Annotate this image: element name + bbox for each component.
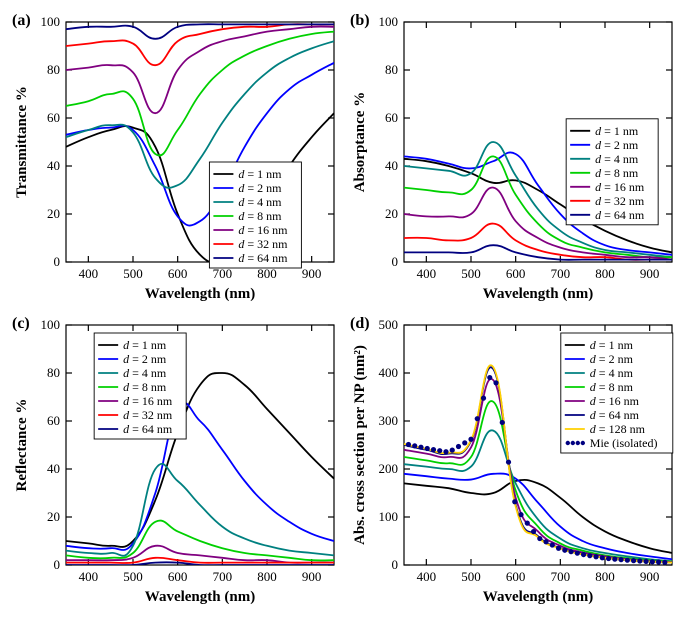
svg-text:700: 700 <box>551 266 571 281</box>
figure-grid: (a) 400500600700800900020406080100Wavele… <box>8 8 677 610</box>
svg-text:20: 20 <box>385 206 398 221</box>
panel-b-svg: 400 500 600 700 800 900 0 20 40 60 80 100 Wavelength… <box>346 8 680 306</box>
svg-text:500: 500 <box>123 266 143 281</box>
svg-text:d = 32 nm: d = 32 nm <box>238 237 288 251</box>
svg-text:80: 80 <box>47 365 60 380</box>
svg-text:d = 8 nm: d = 8 nm <box>123 380 167 394</box>
svg-text:400: 400 <box>417 569 437 584</box>
svg-text:d = 2 nm: d = 2 nm <box>238 181 282 195</box>
svg-text:d = 16 nm: d = 16 nm <box>238 223 288 237</box>
svg-text:40: 40 <box>47 158 60 173</box>
svg-text:0: 0 <box>392 254 399 269</box>
svg-text:d = 8 nm: d = 8 nm <box>238 209 282 223</box>
svg-text:d = 16 nm: d = 16 nm <box>123 394 173 408</box>
svg-text:0: 0 <box>392 557 399 572</box>
svg-text:d = 2 nm: d = 2 nm <box>590 352 634 366</box>
panel-c-label: (c) <box>12 315 30 333</box>
svg-text:800: 800 <box>257 569 277 584</box>
svg-text:900: 900 <box>640 569 660 584</box>
svg-text:600: 600 <box>506 266 526 281</box>
svg-text:500: 500 <box>123 569 143 584</box>
svg-text:20: 20 <box>47 509 60 524</box>
panel-b-label: (b) <box>350 12 370 30</box>
svg-text:40: 40 <box>47 461 60 476</box>
panel-a-svg: 400500600700800900020406080100Wavelength… <box>8 8 342 306</box>
svg-text:60: 60 <box>385 110 398 125</box>
svg-text:Absorptance %: Absorptance % <box>352 92 368 192</box>
svg-text:400: 400 <box>417 266 437 281</box>
svg-text:d = 64 nm: d = 64 nm <box>123 422 173 436</box>
svg-text:d = 8 nm: d = 8 nm <box>595 166 639 180</box>
svg-text:Mie (isolated): Mie (isolated) <box>590 436 658 450</box>
svg-text:20: 20 <box>47 206 60 221</box>
svg-text:900: 900 <box>302 569 322 584</box>
svg-text:400: 400 <box>79 569 99 584</box>
svg-text:100: 100 <box>379 14 399 29</box>
svg-text:800: 800 <box>595 266 615 281</box>
svg-text:100: 100 <box>379 509 399 524</box>
svg-text:400: 400 <box>379 365 399 380</box>
svg-text:d = 64 nm: d = 64 nm <box>595 208 645 222</box>
svg-text:Abs. cross section per NP (nm²: Abs. cross section per NP (nm²) <box>352 345 368 545</box>
svg-text:d = 32 nm: d = 32 nm <box>595 194 645 208</box>
panel-a: (a) 400500600700800900020406080100Wavele… <box>8 8 342 307</box>
svg-text:900: 900 <box>640 266 660 281</box>
svg-text:500: 500 <box>461 266 481 281</box>
svg-text:Wavelength (nm): Wavelength (nm) <box>145 589 255 605</box>
svg-text:600: 600 <box>168 266 188 281</box>
svg-text:0: 0 <box>54 557 61 572</box>
panel-d-label: (d) <box>350 315 370 333</box>
svg-text:d = 4 nm: d = 4 nm <box>595 152 639 166</box>
panel-d: (d) 4005006007008009000100200300400500Wa… <box>346 311 680 610</box>
svg-text:80: 80 <box>385 62 398 77</box>
svg-text:d = 4 nm: d = 4 nm <box>590 366 634 380</box>
svg-text:800: 800 <box>595 569 615 584</box>
panel-c-svg: 400 500 600 700 800 900 0 20 40 60 80 100 Wavelength… <box>8 311 342 609</box>
panel-c: (c) 400 500 600 700 800 900 0 20 40 60 80 100 Wavele… <box>8 311 342 610</box>
svg-text:Transmittance %: Transmittance % <box>14 86 30 198</box>
panel-b: (b) 400 500 600 700 800 900 0 20 40 60 80 100 Wavele… <box>346 8 680 307</box>
svg-text:500: 500 <box>379 317 399 332</box>
svg-text:d = 32 nm: d = 32 nm <box>123 408 173 422</box>
svg-text:d = 64 nm: d = 64 nm <box>590 408 640 422</box>
svg-text:Wavelength (nm): Wavelength (nm) <box>145 286 255 302</box>
svg-text:200: 200 <box>379 461 399 476</box>
svg-text:d = 16 nm: d = 16 nm <box>595 180 645 194</box>
svg-text:40: 40 <box>385 158 398 173</box>
svg-text:60: 60 <box>47 110 60 125</box>
svg-text:300: 300 <box>379 413 399 428</box>
svg-text:d = 16 nm: d = 16 nm <box>590 394 640 408</box>
svg-text:500: 500 <box>461 569 481 584</box>
svg-text:d = 128 nm: d = 128 nm <box>590 422 646 436</box>
svg-text:d = 64 nm: d = 64 nm <box>238 251 288 265</box>
panel-d-svg: 4005006007008009000100200300400500Wavele… <box>346 311 680 609</box>
svg-text:Wavelength (nm): Wavelength (nm) <box>483 589 593 605</box>
svg-text:100: 100 <box>41 14 61 29</box>
svg-text:0: 0 <box>54 254 61 269</box>
svg-text:100: 100 <box>41 317 61 332</box>
svg-text:d = 8 nm: d = 8 nm <box>590 380 634 394</box>
svg-text:d = 1 nm: d = 1 nm <box>595 124 639 138</box>
svg-text:d = 4 nm: d = 4 nm <box>238 195 282 209</box>
svg-text:d = 4 nm: d = 4 nm <box>123 366 167 380</box>
svg-text:400: 400 <box>79 266 99 281</box>
svg-text:900: 900 <box>302 266 322 281</box>
svg-text:Wavelength (nm): Wavelength (nm) <box>483 286 593 302</box>
svg-text:d = 2 nm: d = 2 nm <box>123 352 167 366</box>
svg-text:d = 2 nm: d = 2 nm <box>595 138 639 152</box>
svg-text:80: 80 <box>47 62 60 77</box>
svg-text:600: 600 <box>506 569 526 584</box>
svg-text:600: 600 <box>168 569 188 584</box>
panel-a-label: (a) <box>12 12 31 30</box>
svg-text:d = 1 nm: d = 1 nm <box>238 167 282 181</box>
svg-text:60: 60 <box>47 413 60 428</box>
svg-text:700: 700 <box>213 569 233 584</box>
svg-text:Reflectance %: Reflectance % <box>14 399 30 492</box>
svg-text:d = 1 nm: d = 1 nm <box>590 338 634 352</box>
svg-text:700: 700 <box>551 569 571 584</box>
svg-text:d = 1 nm: d = 1 nm <box>123 338 167 352</box>
